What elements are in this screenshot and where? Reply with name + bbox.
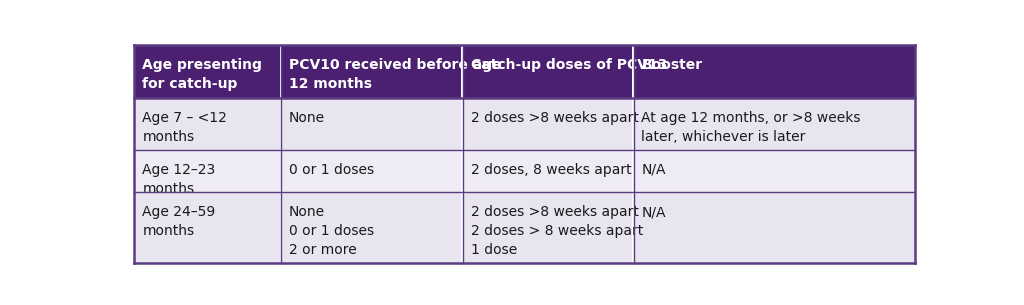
Text: Age presenting
for catch-up: Age presenting for catch-up [142,58,262,91]
Bar [463,192,632,263]
Bar [463,98,632,150]
Text: N/A: N/A [641,163,666,177]
Bar [282,45,461,98]
Text: 2 doses, 8 weeks apart: 2 doses, 8 weeks apart [471,163,632,177]
Bar [282,150,461,192]
Bar [463,45,632,98]
Bar [134,45,280,98]
Bar [463,150,632,192]
Text: 2 doses >8 weeks apart: 2 doses >8 weeks apart [471,111,639,125]
Text: At age 12 months, or >8 weeks
later, whichever is later: At age 12 months, or >8 weeks later, whi… [641,111,861,144]
Text: Age 7 – <12
months: Age 7 – <12 months [142,111,227,144]
Text: PCV10 received before age
12 months: PCV10 received before age 12 months [289,58,502,91]
Bar [634,150,915,192]
Text: 2 doses >8 weeks apart
2 doses > 8 weeks apart
1 dose: 2 doses >8 weeks apart 2 doses > 8 weeks… [471,205,643,257]
Text: None: None [289,111,326,125]
Text: Age 24–59
months: Age 24–59 months [142,205,215,238]
Text: Booster: Booster [641,58,702,72]
Bar [282,98,461,150]
Text: Catch-up doses of PCV13: Catch-up doses of PCV13 [471,58,668,72]
Bar [282,192,461,263]
Bar [634,98,915,150]
Bar [134,98,280,150]
Bar [134,192,280,263]
Bar [634,192,915,263]
Bar [634,45,915,98]
Bar [134,150,280,192]
Text: 0 or 1 doses: 0 or 1 doses [289,163,374,177]
Text: None
0 or 1 doses
2 or more: None 0 or 1 doses 2 or more [289,205,374,257]
Text: N/A: N/A [641,205,666,219]
Text: Age 12–23
months: Age 12–23 months [142,163,215,196]
